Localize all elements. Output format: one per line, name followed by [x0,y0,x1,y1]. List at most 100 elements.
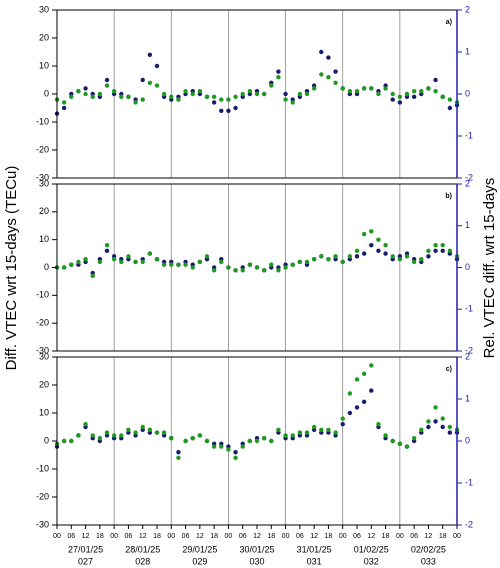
doy-label: 031 [307,556,322,566]
date-label: 29/01/25 [182,544,217,554]
panel-label: c) [446,366,452,373]
x-tick-label: 18 [439,533,447,540]
data-point [304,259,310,265]
date-label: 27/01/25 [68,544,103,554]
data-point [247,438,253,444]
data-point [261,436,267,441]
data-point [447,97,453,102]
data-point [176,97,181,102]
y-tick-label: -20 [36,144,49,154]
data-point [254,438,260,444]
data-point [304,430,310,435]
data-point [361,231,367,237]
data-point [69,262,74,267]
data-point [119,94,124,100]
data-point [211,100,217,105]
y2-tick-label: -1 [465,304,473,314]
y-tick-label: 30 [39,178,49,188]
x-tick-label: 00 [167,533,175,540]
data-point [404,444,410,449]
x-tick-label: 06 [353,533,361,540]
data-point [61,100,67,105]
data-point [290,433,295,438]
y-tick-label: -30 [36,172,49,182]
data-point [197,89,203,94]
data-point [104,83,110,88]
data-point [354,405,360,410]
data-point [369,243,374,248]
data-point [347,410,353,416]
data-point [197,259,203,265]
y2-tick-label: 1 [465,220,470,230]
data-point [297,430,303,435]
data-point [383,433,388,438]
data-point [397,100,403,105]
x-tick-label: 12 [253,533,261,540]
data-point [319,427,324,432]
data-point [240,444,245,449]
data-point [361,371,367,376]
y2-tick-label: -1 [465,130,473,140]
data-point [276,75,281,80]
data-point [390,97,395,102]
data-point [376,422,381,427]
data-point [104,248,110,253]
data-point [219,259,224,265]
data-point [147,80,153,86]
data-point [190,91,195,97]
data-point [190,436,195,441]
y2-tick-label: 0 [465,435,470,445]
data-point [161,91,167,97]
data-point [133,259,138,265]
data-point [383,243,388,248]
data-point [111,433,117,438]
data-point [311,86,317,91]
data-point [126,94,131,100]
data-point [61,265,67,270]
y2-tick-label: 0 [465,262,470,272]
data-point [426,419,431,424]
data-point [361,399,367,404]
data-point [354,89,360,94]
data-point [390,438,395,444]
data-point [204,254,210,259]
data-point [61,105,67,111]
x-tick-label: 18 [382,533,390,540]
data-point [226,97,231,102]
x-tick-label: 12 [367,533,375,540]
data-point [319,254,324,259]
data-point [154,256,160,262]
data-point [397,441,403,446]
data-point [419,427,424,432]
data-point [369,388,374,393]
data-point [304,91,310,97]
x-tick-label: 18 [325,533,333,540]
data-point [340,259,345,265]
data-point [83,91,88,97]
data-point [283,97,288,102]
data-point [447,424,453,430]
data-point [169,94,174,100]
y2-tick-label: 0 [465,88,470,98]
y-tick-label: 30 [39,4,49,14]
y2-tick-label: 2 [465,351,470,361]
data-point [140,424,145,430]
x-tick-label: 12 [425,533,433,540]
x-tick-label: 00 [396,533,404,540]
y-tick-label: 10 [39,60,49,70]
data-point [76,259,81,265]
date-label: 31/01/25 [297,544,332,554]
data-point [233,105,238,111]
data-point [90,94,95,100]
data-point [354,254,360,259]
y-tick-label: -20 [36,491,49,501]
x-tick-label: 18 [267,533,275,540]
data-point [169,262,174,267]
data-point [76,89,81,94]
data-point [390,254,395,259]
data-point [233,94,238,100]
data-point [140,97,145,102]
data-point [261,268,267,273]
data-point [404,254,410,259]
data-point [211,444,217,449]
